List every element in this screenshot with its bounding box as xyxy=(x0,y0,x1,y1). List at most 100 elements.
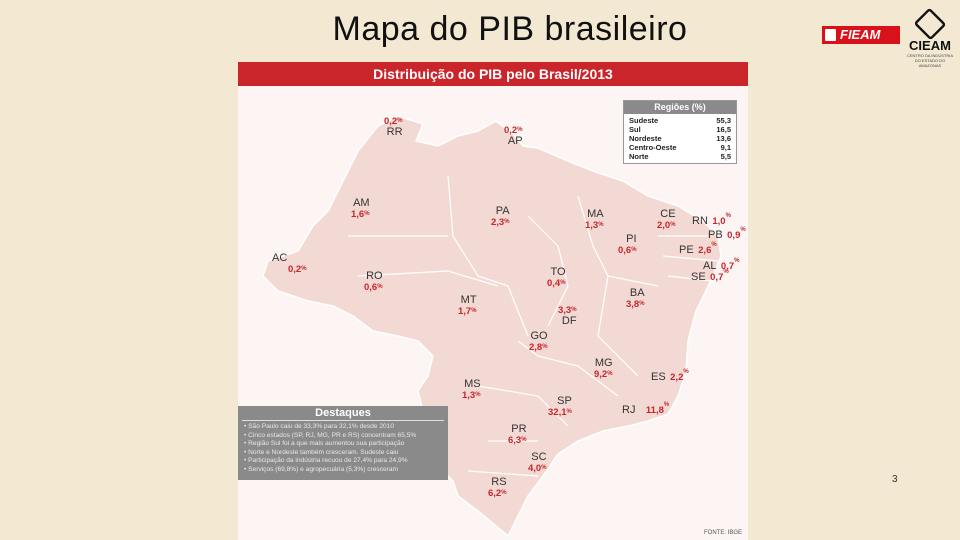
state-label-rs: RS 6,2% xyxy=(488,476,507,500)
state-value: 0,7% xyxy=(710,269,729,283)
state-code: MG xyxy=(594,357,613,369)
fieam-logo: FIEAM xyxy=(822,26,900,44)
highlight-item: • Região Sul foi a que mais aumentou sua… xyxy=(244,440,405,447)
state-label-pa: PA 2,3% xyxy=(491,205,510,229)
legend-region-value: 16,5 xyxy=(716,125,731,134)
legend-row: Nordeste 13,6 xyxy=(624,134,736,143)
state-code: TO xyxy=(550,266,566,278)
state-value: 6,2% xyxy=(488,488,507,499)
state-value: 1,7% xyxy=(458,306,477,317)
legend-region-value: 5,5 xyxy=(720,152,731,161)
highlight-item: • São Paulo caiu de 33,3% para 32,1% des… xyxy=(244,423,395,430)
state-label-sc: SC 4,0% xyxy=(528,451,547,475)
state-value: 1,3% xyxy=(462,390,481,401)
figure-title: Distribuição do PIB pelo Brasil/2013 xyxy=(238,62,748,86)
state-label-se: SE 0,7% xyxy=(691,267,729,285)
state-borders xyxy=(348,175,719,477)
regions-legend: Regiões (%) Sudeste 55,3 Sul 16,5 Nordeste… xyxy=(623,100,737,164)
brazil-outline xyxy=(262,115,722,538)
state-code: MA xyxy=(587,208,604,220)
state-label-am: AM 1,6% xyxy=(351,197,370,221)
legend-region-name: Nordeste xyxy=(629,134,662,143)
state-code: CE xyxy=(660,208,676,220)
legend-region-value: 9,1 xyxy=(720,143,731,152)
state-code: RR xyxy=(386,126,403,138)
state-code: MS xyxy=(464,378,481,390)
state-label-mt: MT 1,7% xyxy=(458,295,477,318)
state-value: 0,9% xyxy=(727,227,746,241)
state-label-ms: MS 1,3% xyxy=(462,378,481,402)
state-value: 2,3% xyxy=(491,217,510,228)
state-value: 4,0% xyxy=(528,463,547,474)
state-value: 0,6% xyxy=(618,245,637,256)
state-value: 0,6% xyxy=(364,282,383,293)
state-label-es: ES 2,2% xyxy=(651,367,689,385)
state-value: 0,2% xyxy=(504,125,523,136)
state-label-mg: MG 9,2% xyxy=(594,357,613,381)
highlights-box: Destaques • São Paulo caiu de 33,3% para… xyxy=(238,406,448,480)
state-code: PE xyxy=(679,244,694,256)
state-label-pb: PB 0,9% xyxy=(708,225,746,243)
state-code: PR xyxy=(511,423,527,435)
state-label-ba: BA 3,8% xyxy=(626,288,645,311)
brazil-map xyxy=(262,115,722,538)
state-value: 6,3% xyxy=(508,435,527,446)
state-code: AP xyxy=(507,135,523,147)
state-value: 9,2% xyxy=(594,369,613,380)
state-value: 0,7% xyxy=(720,258,740,272)
state-code: AM xyxy=(353,197,370,209)
state-value: 1,6% xyxy=(351,209,370,220)
state-value: 32,1% xyxy=(548,407,572,418)
state-value: 1,3% xyxy=(585,220,604,231)
state-value: 2,8% xyxy=(529,342,548,353)
state-value: 3,3% xyxy=(558,305,577,316)
state-value: 1,0% xyxy=(712,213,731,227)
state-label-rj: RJ 11,8% xyxy=(622,400,669,418)
state-code: ES xyxy=(651,371,666,383)
state-label-ac: AC 0,2% xyxy=(272,252,307,276)
state-code: RJ xyxy=(622,404,636,416)
state-code: SC xyxy=(531,451,547,463)
state-code: RS xyxy=(491,476,507,488)
highlight-item: • Cinco estados (SP, RJ, MG, PR e RS) co… xyxy=(244,431,417,439)
pib-map-figure: Distribuição do PIB pelo Brasil/2013 Reg… xyxy=(238,62,748,540)
state-label-go: GO 2,8% xyxy=(529,331,548,354)
state-value: 3,8% xyxy=(626,299,645,310)
figure-source: FONTE: IBGE xyxy=(703,530,742,536)
regions-legend-title: Regiões (%) xyxy=(624,101,736,114)
state-value: 2,0% xyxy=(657,220,676,231)
state-code: AL xyxy=(703,260,717,272)
cieam-hexagon-icon xyxy=(913,7,947,41)
fieam-logo-text: FIEAM xyxy=(840,27,881,42)
state-code: SP xyxy=(557,395,572,407)
highlights-divider xyxy=(242,420,444,421)
state-code: PA xyxy=(495,205,510,217)
state-label-pe: PE 2,6% xyxy=(679,240,717,258)
legend-row: Sudeste 55,3 xyxy=(624,116,736,125)
state-label-to: TO 0,4% xyxy=(547,266,566,290)
legend-region-value: 55,3 xyxy=(716,116,731,125)
legend-region-name: Sudeste xyxy=(629,116,659,125)
cieam-logo: CIEAM CENTRO DA INDÚSTRIA DO ESTADO DO A… xyxy=(906,7,954,68)
state-label-rn: RN 1,0% xyxy=(692,211,731,229)
state-code: PI xyxy=(626,233,637,245)
state-label-pr: PR 6,3% xyxy=(508,423,527,447)
highlight-item: • Serviços (69,8%) e agropecuária (5,3%)… xyxy=(244,465,399,473)
state-label-ma: MA 1,3% xyxy=(585,208,604,232)
state-label-ce: CE 2,0% xyxy=(657,208,676,232)
state-code: RN xyxy=(692,215,708,227)
state-value: 0,4% xyxy=(547,278,566,289)
state-label-ro: RO 0,6% xyxy=(364,271,383,294)
state-value: 11,8% xyxy=(645,402,670,416)
highlight-item: • Norte e Nordeste também cresceram. Sud… xyxy=(244,448,399,456)
state-label-pi: PI 0,6% xyxy=(618,233,637,257)
legend-row: Norte 5,5 xyxy=(624,152,736,161)
logos: FIEAM CIEAM CENTRO DA INDÚSTRIA DO ESTAD… xyxy=(820,7,955,68)
legend-region-name: Norte xyxy=(629,152,649,161)
fieam-mark-icon xyxy=(825,29,836,41)
state-value: 0,2% xyxy=(384,116,403,127)
legend-region-value: 13,6 xyxy=(716,134,731,143)
state-code: AC xyxy=(272,252,288,264)
state-code: SE xyxy=(691,271,706,283)
slide-title: Mapa do PIB brasileiro xyxy=(332,10,688,48)
